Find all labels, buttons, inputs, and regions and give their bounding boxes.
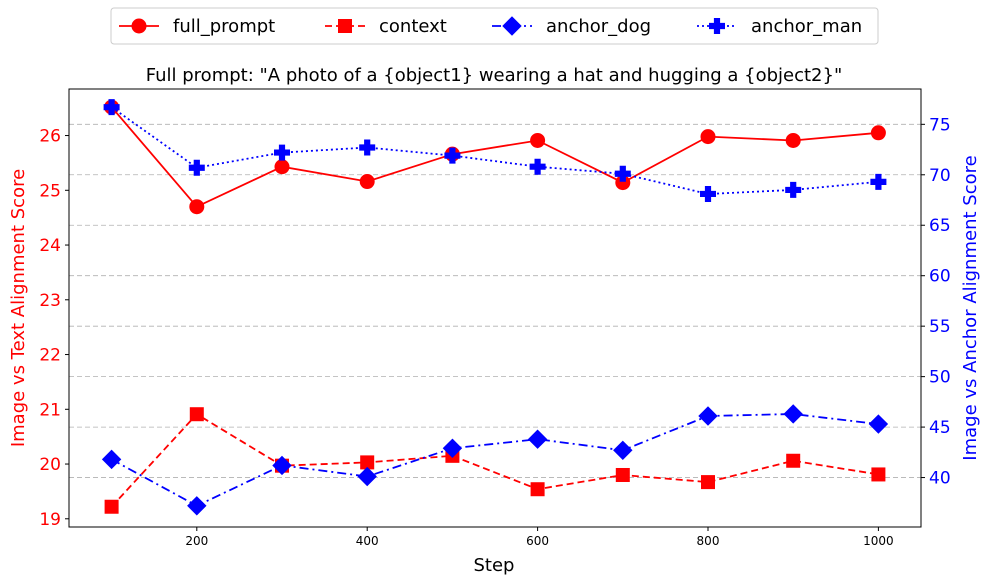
data-point	[868, 414, 889, 434]
data-point	[274, 144, 290, 161]
data-point	[785, 181, 802, 198]
data-point	[871, 467, 886, 482]
y-right-tick-label: 60	[929, 267, 951, 287]
x-tick-label: 400	[356, 534, 379, 548]
series-full_prompt	[104, 99, 886, 215]
axes: 200 400 600 800 1000 19 20 21 22 23 24 25 26 40 45 50 55…	[39, 88, 951, 548]
y-left-tick-label: 19	[39, 510, 61, 530]
x-tick-label: 1000	[863, 534, 894, 548]
data-point	[700, 185, 716, 202]
y-left-tick-label: 25	[39, 181, 61, 201]
legend: full_prompt context anchor_dog anchor_man	[110, 7, 879, 45]
data-point	[274, 159, 290, 175]
data-point	[783, 404, 803, 424]
chart-title: Full prompt: "A photo of a {object1} wea…	[146, 65, 843, 86]
data-point	[700, 129, 716, 145]
y-left-tick-label: 26	[39, 127, 61, 147]
y-left-tick-label: 20	[39, 455, 61, 475]
data-point	[338, 19, 352, 33]
data-point	[786, 453, 801, 468]
data-point	[785, 132, 801, 148]
data-point	[502, 16, 522, 36]
plot-frame	[68, 88, 922, 528]
y-right-tick-label: 50	[929, 368, 951, 388]
data-point	[527, 429, 548, 449]
legend-item-anchor_dog: anchor_dog	[492, 16, 651, 37]
series-anchor_man	[103, 99, 887, 202]
series-context	[104, 407, 886, 514]
y-axis-right-label: Image vs Anchor Alignment Score	[960, 155, 981, 460]
y-right-tick-label: 45	[929, 418, 951, 438]
data-point	[357, 466, 377, 487]
x-tick-label: 800	[697, 534, 720, 548]
data-point	[530, 482, 545, 497]
data-point	[104, 499, 119, 514]
data-point	[103, 99, 120, 116]
x-tick-label: 600	[526, 534, 549, 548]
data-point	[529, 158, 546, 175]
y-axis-left-label: Image vs Text Alignment Score	[8, 169, 29, 447]
y-right-tick-label: 70	[929, 166, 951, 186]
data-point	[188, 159, 205, 176]
x-axis-label: Step	[474, 555, 515, 576]
y-right-tick-label: 65	[929, 216, 951, 236]
series-anchor_dog	[101, 404, 889, 516]
x-tick-label: 200	[185, 534, 208, 548]
data-point	[614, 165, 631, 182]
data-point	[615, 467, 630, 482]
y-left-tick-label: 24	[39, 236, 61, 256]
grid-lines	[69, 123, 921, 478]
data-point	[189, 199, 205, 215]
data-point	[442, 438, 463, 458]
y-right-tick-label: 55	[929, 317, 951, 337]
data-point	[101, 449, 122, 470]
y-right-tick-label: 40	[929, 469, 951, 489]
series-line	[110, 106, 879, 208]
legend-item-anchor_man: anchor_man	[697, 16, 862, 37]
data-point	[444, 147, 461, 164]
data-point	[359, 139, 376, 156]
series-line	[111, 106, 879, 195]
legend-label: full_prompt	[173, 16, 275, 37]
legend-label: anchor_man	[751, 16, 862, 37]
data-point	[870, 173, 887, 190]
series-line	[110, 413, 879, 508]
y-right-tick-label: 75	[929, 115, 951, 135]
data-point	[189, 407, 204, 422]
data-point	[613, 440, 633, 461]
legend-label: context	[379, 16, 447, 37]
legend-item-full_prompt: full_prompt	[119, 16, 275, 37]
y-left-tick-label: 23	[39, 291, 61, 311]
legend-item-context: context	[325, 16, 447, 37]
data-point	[709, 18, 725, 34]
data-point	[870, 125, 886, 141]
y-left-tick-label: 22	[39, 346, 61, 366]
series-line	[111, 413, 879, 507]
series-layer	[101, 99, 889, 516]
data-point	[530, 132, 546, 148]
data-point	[187, 496, 207, 516]
data-point	[131, 18, 147, 34]
data-point	[698, 406, 718, 426]
legend-label: anchor_dog	[546, 16, 651, 37]
data-point	[359, 174, 375, 190]
y-left-tick-label: 21	[39, 400, 61, 420]
data-point	[701, 475, 715, 490]
data-point	[272, 455, 292, 476]
